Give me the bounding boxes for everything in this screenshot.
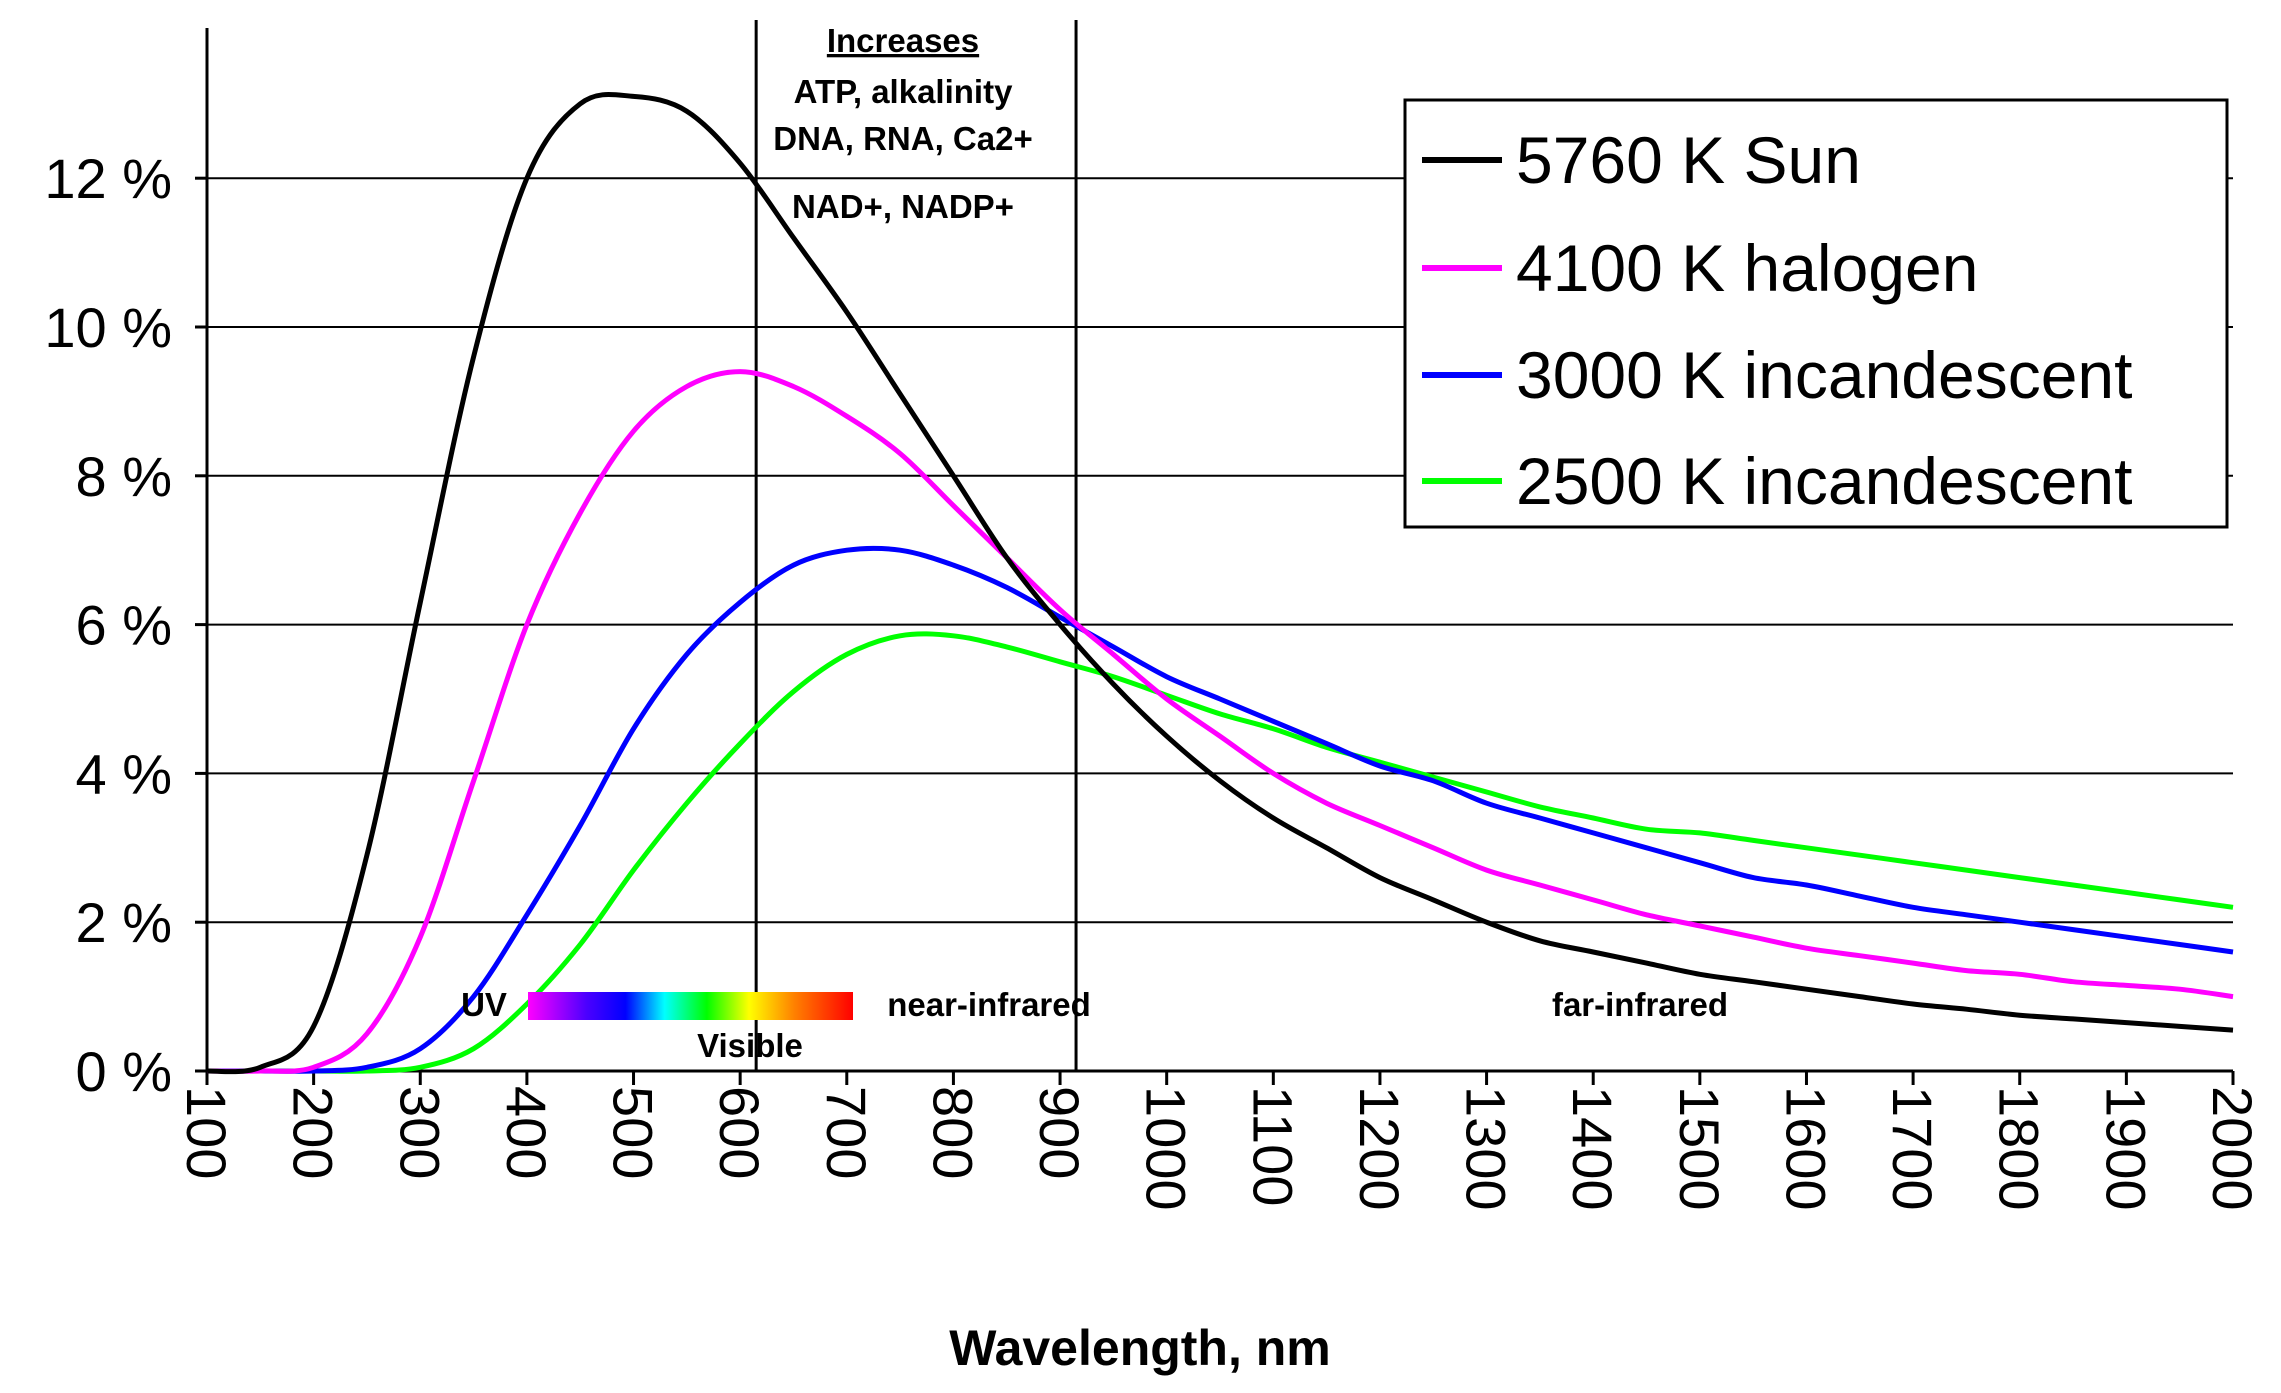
y-tick-label: 8 % [76,445,173,508]
y-tick-label: 6 % [76,594,173,657]
x-axis-ticks: 100 200 300 400 500 600 700 800 900 1000 1100 1200 1… [175,1071,2264,1211]
annotation-increases-line2: DNA, RNA, Ca2+ [773,120,1032,157]
x-tick-label: 1600 [1774,1086,1837,1211]
annotation-near-infrared: near-infrared [887,986,1091,1023]
y-tick-label: 0 % [76,1040,173,1103]
x-tick-label: 1000 [1135,1086,1198,1211]
series-lines [206,92,2234,1075]
x-tick-label: 1200 [1348,1086,1411,1211]
x-tick-label: 200 [282,1086,345,1179]
x-tick-label: 1400 [1561,1086,1624,1211]
legend-box [1403,98,2229,529]
y-tick-label: 12 % [44,147,172,210]
x-tick-label: 800 [921,1086,984,1179]
legend-label-3000-k-incandescent: 3000 K incandescent [1516,338,2132,412]
y-axis-ticks: 0 % 2 % 4 % 6 % 8 % 10 % 12 % [44,147,207,1103]
x-axis-label: Wavelength, nm [949,1320,1331,1376]
vertical-markers [754,20,1078,1071]
annotation-far-infrared: far-infrared [1552,986,1728,1023]
x-tick-label: 2000 [2201,1086,2264,1211]
y-tick-label: 4 % [76,742,173,805]
x-tick-label: 1900 [2094,1086,2157,1211]
annotation-increases-line1: ATP, alkalinity [794,73,1014,110]
y-tick-label: 2 % [76,891,173,954]
x-tick-label: 1500 [1668,1086,1731,1211]
x-tick-label: 1700 [1881,1086,1944,1211]
series-line-2500-k-incandescent [207,631,2234,1074]
x-tick-label: 900 [1028,1086,1091,1179]
x-tick-label: 1800 [1988,1086,2051,1211]
series-line-5760-k-sun [206,92,2234,1075]
legend-label-2500-k-incandescent: 2500 K incandescent [1516,444,2132,518]
visible-spectrum-bar [528,992,853,1020]
x-tick-label: 600 [708,1086,771,1179]
x-tick-label: 500 [602,1086,665,1179]
legend-label-4100-k-halogen: 4100 K halogen [1516,231,1978,305]
x-tick-label: 700 [815,1086,878,1179]
x-tick-label: 400 [495,1086,558,1179]
annotation-visible: Visible [697,1027,803,1064]
legend-label-5760-k-sun: 5760 K Sun [1516,123,1861,197]
annotation-uv: UV [461,986,507,1023]
legend: 5760 K Sun 4100 K halogen 3000 K incandesc… [1403,98,2229,529]
axes [205,28,2233,1073]
series-line-3000-k-incandescent [207,545,2234,1074]
x-tick-label: 1100 [1241,1086,1304,1206]
x-tick-label: 300 [388,1086,451,1179]
grid-lines [207,177,2233,924]
series-line-4100-k-halogen [206,369,2234,1074]
annotation-increases-title: Increases [827,22,979,59]
x-tick-label: 1300 [1455,1086,1518,1211]
x-tick-label: 100 [175,1086,238,1179]
y-tick-label: 10 % [44,296,172,359]
annotation-increases-line3: NAD+, NADP+ [792,188,1014,225]
